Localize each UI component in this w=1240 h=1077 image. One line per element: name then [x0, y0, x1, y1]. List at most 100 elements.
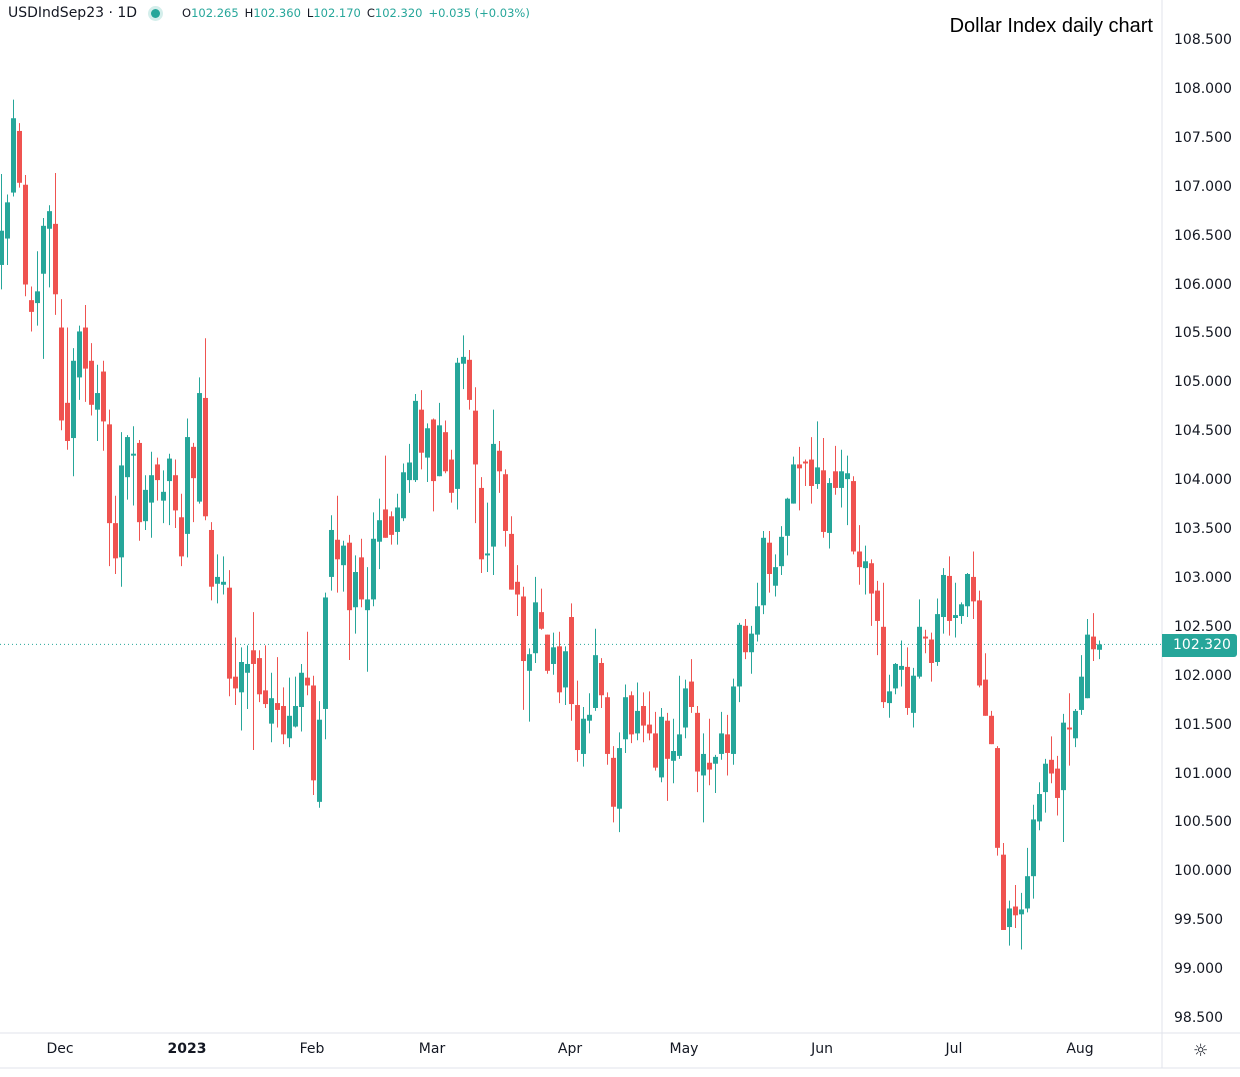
candle [419, 390, 424, 470]
candle-body [161, 491, 166, 501]
candle [677, 675, 682, 759]
candle [323, 592, 328, 740]
symbol-legend[interactable]: USDIndSep23 · 1D O 102.265 H 102.360 L 102.… [8, 5, 530, 21]
candle-body [269, 698, 274, 724]
candle-body [785, 498, 790, 536]
candle [101, 360, 106, 451]
candle [449, 449, 454, 503]
candle [779, 526, 784, 575]
candle-body [971, 576, 976, 602]
candle [881, 582, 886, 708]
candle [485, 502, 490, 573]
candle-body [329, 529, 334, 577]
candle-body [335, 539, 340, 560]
candle-body [557, 646, 562, 693]
candle-body [131, 453, 136, 456]
candle [695, 706, 700, 793]
candle-body [125, 437, 130, 478]
candle [545, 634, 550, 674]
candle-body [947, 575, 952, 621]
candle-body [455, 362, 460, 489]
candle-body [701, 753, 706, 776]
price-tick-label: 105.000 [1174, 374, 1232, 391]
candle [815, 421, 820, 489]
candle-body [5, 202, 10, 239]
candle-body [635, 710, 640, 734]
candle-body [377, 520, 382, 542]
candle-body [599, 662, 604, 696]
price-tick-label: 108.000 [1174, 80, 1232, 97]
low-label: L [306, 6, 314, 20]
candle [587, 693, 592, 734]
candle-body [431, 419, 436, 482]
candle [257, 650, 262, 703]
candle-body [35, 291, 40, 304]
candle-body [1067, 727, 1072, 730]
candle [533, 576, 538, 663]
candle-body [737, 624, 742, 687]
last-price-tag: 102.320 [1162, 634, 1237, 657]
candle [1007, 900, 1012, 946]
candle-body [917, 626, 922, 677]
price-tick-label: 99.000 [1174, 961, 1223, 978]
price-tick-label: 106.000 [1174, 276, 1232, 293]
candle-body [527, 654, 532, 671]
candle-body [11, 118, 16, 193]
candle [839, 449, 844, 508]
candle [509, 516, 514, 590]
candle-body [563, 651, 568, 688]
candle [965, 573, 970, 618]
price-tick-label: 99.500 [1174, 912, 1223, 929]
candle-body [989, 715, 994, 745]
candle [863, 545, 868, 595]
candle [1001, 842, 1006, 930]
candle-body [59, 327, 64, 421]
price-tick-label: 101.500 [1174, 716, 1232, 733]
candle-body [761, 537, 766, 606]
candle [671, 718, 676, 784]
candle-body [0, 230, 4, 265]
candle [557, 631, 562, 704]
candle [971, 551, 976, 619]
candle-body [887, 691, 892, 704]
candle-body [17, 130, 22, 183]
candle-body [845, 473, 850, 480]
price-tick-label: 105.500 [1174, 325, 1232, 342]
candle [311, 675, 316, 796]
candle-body [371, 538, 376, 600]
candle [401, 463, 406, 522]
candle-body [389, 516, 394, 535]
candle-body [671, 751, 676, 761]
candle [29, 286, 34, 332]
candle-body [473, 410, 478, 465]
close-label: C [366, 6, 375, 20]
candle-body [569, 617, 574, 705]
candle-body [725, 734, 730, 753]
candle [443, 420, 448, 474]
price-tick-label: 98.500 [1174, 1010, 1223, 1026]
candle-body [293, 706, 298, 727]
candle [599, 658, 604, 708]
candle [767, 530, 772, 593]
candle-body [41, 225, 46, 274]
gear-icon[interactable]: ☼ [1193, 1041, 1209, 1061]
candle [413, 394, 418, 483]
chart-title: Dollar Index daily chart [949, 15, 1153, 37]
candle [83, 305, 88, 402]
candle-body [239, 662, 244, 693]
symbol-interval[interactable]: USDIndSep23 · 1D [8, 5, 138, 21]
candle [335, 495, 340, 593]
change-value: +0.035 (+0.03%) [428, 6, 530, 20]
price-tick-label: 102.000 [1174, 667, 1232, 684]
candle-body [665, 720, 670, 759]
candle [377, 498, 382, 570]
high-value: 102.360 [253, 6, 301, 20]
candle [47, 205, 52, 288]
candle-body [191, 446, 196, 479]
candle [425, 423, 430, 483]
candle [1049, 736, 1054, 784]
candle [341, 540, 346, 592]
candle [629, 691, 634, 744]
candle-body [323, 597, 328, 709]
